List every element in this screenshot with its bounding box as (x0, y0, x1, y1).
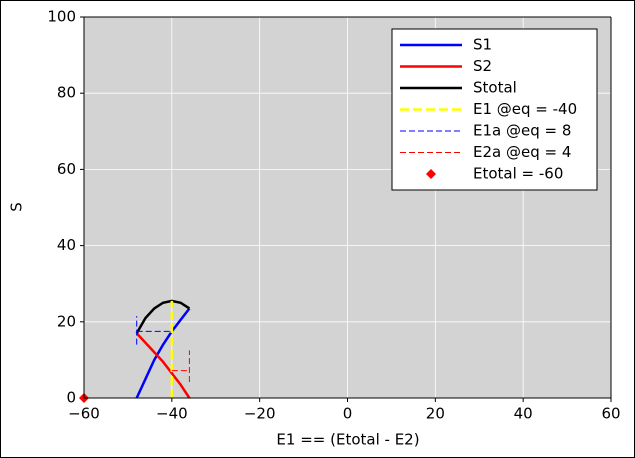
legend-label: E1a @eq = 8 (473, 122, 571, 140)
legend-label: S2 (473, 57, 492, 75)
x-axis-label: E1 == (Etotal - E2) (276, 431, 419, 449)
y-tick-label: 20 (57, 312, 76, 330)
series-line (135, 307, 191, 399)
series-line (135, 299, 191, 334)
series-line (135, 332, 191, 399)
legend-label: E1 @eq = -40 (473, 100, 577, 118)
y-tick-label: 40 (57, 236, 76, 254)
y-tick-label: 60 (57, 160, 76, 178)
x-tick-label: 60 (601, 405, 620, 423)
legend-label: E2a @eq = 4 (473, 143, 571, 161)
x-tick-label: −40 (156, 405, 188, 423)
x-tick-label: −20 (244, 405, 276, 423)
series-line (171, 350, 190, 382)
legend-marker (426, 169, 436, 179)
y-tick-label: 80 (57, 84, 76, 102)
x-tick-label: 20 (426, 405, 445, 423)
x-tick-label: 40 (514, 405, 533, 423)
y-axis-label: S (8, 202, 26, 212)
series-line (136, 316, 172, 345)
y-tick-label: 100 (47, 8, 76, 26)
y-tick-label: 0 (66, 389, 76, 407)
legend-label: S1 (473, 36, 492, 54)
x-tick-label: 0 (343, 405, 353, 423)
x-tick-label: −60 (68, 405, 100, 423)
legend: S1 S2 Stotal E1 @eq = -40 E1a @eq = 8 E2a @eq… (391, 28, 598, 191)
legend-label: Stotal (473, 79, 517, 97)
legend-label: Etotal = -60 (473, 165, 563, 183)
